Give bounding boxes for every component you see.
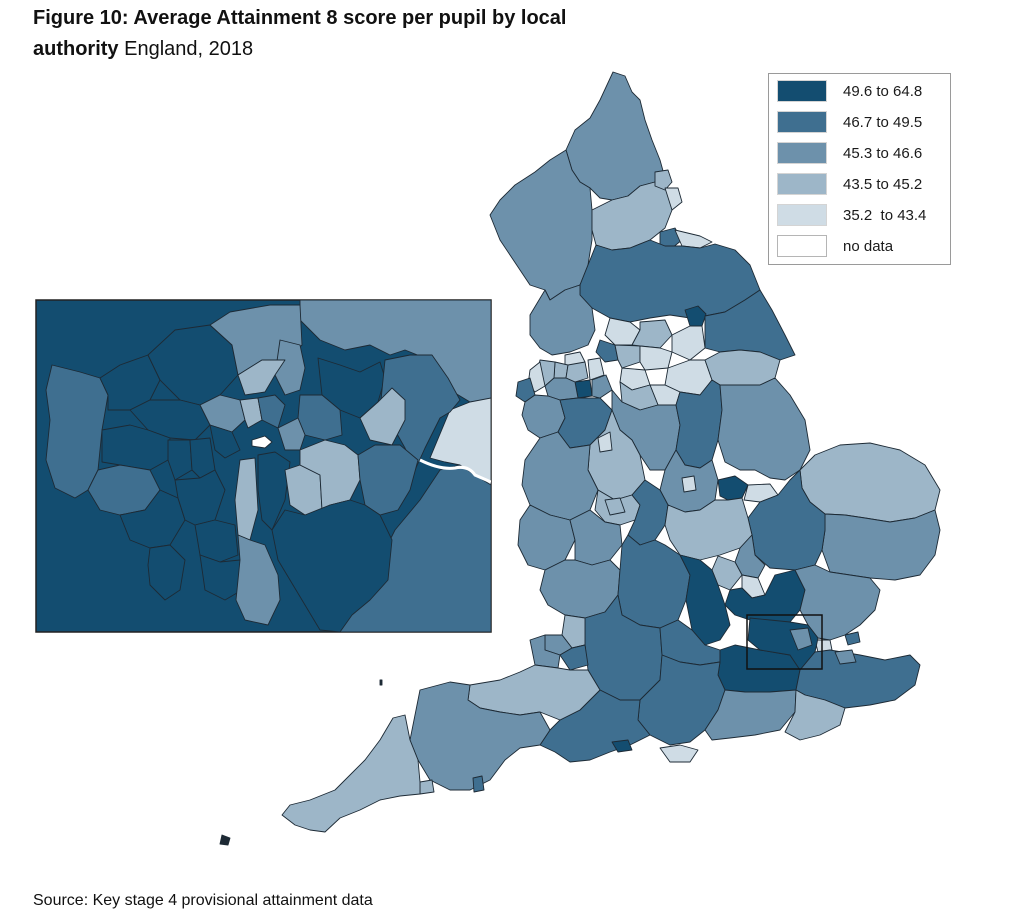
inset-croydon [235,534,281,626]
region-isle-of-wight [659,744,699,763]
inset-haringey [237,359,286,396]
region-norfolk [799,442,941,523]
legend-label: 43.5 to 45.2 [843,175,923,193]
region-wakefield [639,345,673,371]
region-plymouth [419,779,435,795]
legend-label: 45.3 to 46.6 [843,144,923,162]
region-stoke [597,431,613,453]
inset-islington [239,397,263,429]
inset-hammersmith [167,439,193,481]
inset-river-thames [419,458,491,484]
region-banes [559,644,589,671]
region-northumberland [565,71,666,201]
england-mainland [219,71,941,846]
region-east-sussex [784,689,846,741]
inset-city [251,435,273,449]
figure-title-subtitle: England, 2018 [118,38,254,60]
inset-bromley [271,499,393,632]
region-medway [834,649,857,665]
legend-label: 35.2 to 43.4 [843,206,927,224]
region-rutland [717,475,749,501]
legend-label: no data [843,237,894,255]
inset-hackney [257,394,286,429]
inset-barking [359,387,406,446]
region-redcar [674,229,713,249]
london-inset [35,299,492,633]
region-london-east [789,627,813,651]
inset-tower-hamlets [277,417,306,451]
region-cornwall [281,714,421,833]
region-buckinghamshire [679,554,731,646]
figure-source: Source: Key stage 4 provisional attainme… [33,892,373,909]
legend-item: 49.6 to 64.8 [777,80,922,102]
region-kirklees [614,344,641,369]
legend-swatch [777,80,827,102]
region-leicester [681,475,697,493]
legend-item: 43.5 to 45.2 [777,173,922,195]
inset-southwark [257,451,291,531]
region-west-sussex [704,689,797,741]
legend-swatch [777,111,827,133]
legend-item: 45.3 to 46.6 [777,142,922,164]
region-selby [671,325,706,361]
london-inset-locator [746,614,823,670]
region-bolton [553,361,569,379]
region-lincolnshire [717,377,811,481]
legend-item: no data [777,235,893,257]
legend-label: 46.7 to 49.5 [843,113,923,131]
figure-title-bold-line1: Figure 10: Average Attainment 8 score pe… [33,7,567,29]
region-calderdale [595,339,619,363]
region-birmingham [604,497,626,516]
region-leeds [631,319,673,349]
region-york [684,305,707,327]
region-tyneside [654,169,673,191]
legend-swatch [777,173,827,195]
inset-barnet [147,324,239,406]
region-worcestershire [569,509,623,566]
region-poole [611,739,633,753]
region-oldham [587,357,605,381]
legend-label: 49.6 to 64.8 [843,82,923,100]
region-bury [565,361,589,383]
legend-swatch [777,204,827,226]
legend-item: 35.2 to 43.4 [777,204,926,226]
region-devon [409,681,551,791]
region-north-lincs [704,349,781,386]
region-torbay [472,775,485,793]
legend-swatch [777,142,827,164]
inset-westminster [209,424,241,459]
region-sunderland [664,187,683,211]
figure-title-bold-line2: authority [33,38,119,60]
region-suffolk [821,509,941,581]
map-legend: 49.6 to 64.8 46.7 to 49.5 45.3 to 46.6 4… [768,73,951,265]
figure-title: Figure 10: Average Attainment 8 score pe… [33,3,633,65]
region-stockport [591,374,613,399]
legend-item: 46.7 to 49.5 [777,111,922,133]
region-isles-of-scilly [219,834,231,846]
region-southend [844,631,861,646]
region-lancashire [529,284,596,356]
region-lundy [379,679,383,686]
inset-kingston [147,544,186,601]
legend-swatch [777,235,827,257]
inset-bexley [357,444,419,516]
